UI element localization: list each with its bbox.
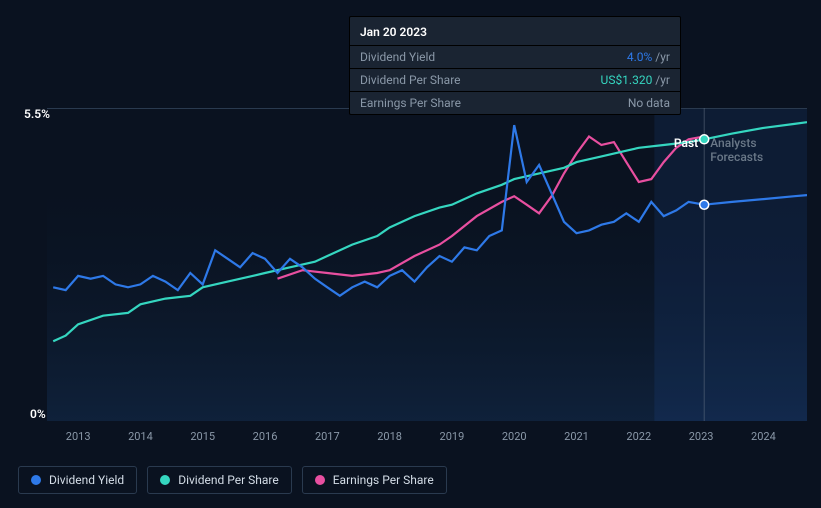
legend-label: Earnings Per Share bbox=[333, 473, 434, 487]
legend-dot bbox=[315, 475, 325, 485]
chart-plot-area[interactable]: Past Analysts Forecasts bbox=[47, 108, 807, 421]
legend-dot bbox=[160, 475, 170, 485]
series-marker-dividend_yield bbox=[700, 200, 709, 209]
analysts-forecasts-label: Analysts Forecasts bbox=[710, 136, 807, 164]
series-marker-dividend_per_share bbox=[700, 135, 709, 144]
chart-legend: Dividend Yield Dividend Per Share Earnings… bbox=[18, 466, 447, 494]
tooltip-row-value: 4.0% /yr bbox=[627, 50, 670, 64]
legend-item-earnings_per_share[interactable]: Earnings Per Share bbox=[302, 466, 447, 494]
x-axis-tick: 2022 bbox=[626, 430, 651, 443]
y-axis-tick: 0% bbox=[30, 407, 46, 421]
x-axis-tick: 2017 bbox=[315, 430, 340, 443]
tooltip-row-key: Earnings Per Share bbox=[360, 96, 628, 110]
x-axis-tick: 2016 bbox=[253, 430, 278, 443]
tooltip-row: Earnings Per ShareNo data bbox=[350, 92, 680, 114]
legend-dot bbox=[31, 475, 41, 485]
legend-label: Dividend Per Share bbox=[178, 473, 279, 487]
tooltip-row: Dividend Per ShareUS$1.320 /yr bbox=[350, 69, 680, 92]
past-label: Past bbox=[674, 136, 698, 150]
x-axis-tick: 2015 bbox=[190, 430, 215, 443]
tooltip-row-value: US$1.320 /yr bbox=[601, 73, 670, 87]
legend-item-dividend_yield[interactable]: Dividend Yield bbox=[18, 466, 137, 494]
tooltip-row-key: Dividend Per Share bbox=[360, 73, 601, 87]
x-axis-tick: 2024 bbox=[751, 430, 776, 443]
legend-label: Dividend Yield bbox=[49, 473, 124, 487]
x-axis-tick: 2019 bbox=[440, 430, 465, 443]
tooltip-row-key: Dividend Yield bbox=[360, 50, 627, 64]
dividend-chart: 0%5.5% Past Analysts Forecasts 201320142… bbox=[0, 0, 821, 508]
chart-svg bbox=[47, 108, 807, 421]
chart-tooltip: Jan 20 2023 Dividend Yield4.0% /yrDivide… bbox=[349, 16, 681, 115]
x-axis-tick: 2013 bbox=[66, 430, 91, 443]
x-axis-tick: 2023 bbox=[689, 430, 714, 443]
tooltip-date: Jan 20 2023 bbox=[360, 25, 427, 39]
x-axis-tick: 2018 bbox=[377, 430, 402, 443]
x-axis-tick: 2021 bbox=[564, 430, 589, 443]
chart-x-axis: 2013 2014 2015 2016 2017 2018 2019 2020 2021 2022… bbox=[47, 430, 807, 450]
tooltip-row-value: No data bbox=[628, 96, 670, 110]
x-axis-tick: 2020 bbox=[502, 430, 527, 443]
legend-item-dividend_per_share[interactable]: Dividend Per Share bbox=[147, 466, 292, 494]
x-axis-tick: 2014 bbox=[128, 430, 153, 443]
tooltip-row: Dividend Yield4.0% /yr bbox=[350, 46, 680, 69]
